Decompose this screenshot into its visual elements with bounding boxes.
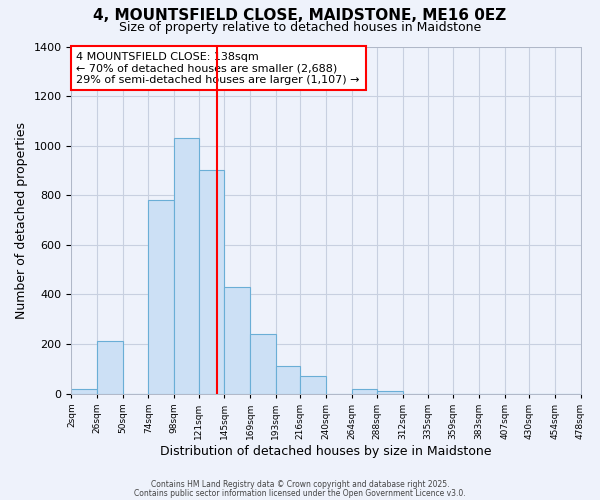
Bar xyxy=(97,342,123,394)
Bar xyxy=(148,200,174,394)
Bar xyxy=(71,388,97,394)
Bar xyxy=(275,366,300,394)
Text: Size of property relative to detached houses in Maidstone: Size of property relative to detached ho… xyxy=(119,21,481,34)
X-axis label: Distribution of detached houses by size in Maidstone: Distribution of detached houses by size … xyxy=(160,444,492,458)
Bar xyxy=(224,287,250,394)
Text: 4, MOUNTSFIELD CLOSE, MAIDSTONE, ME16 0EZ: 4, MOUNTSFIELD CLOSE, MAIDSTONE, ME16 0E… xyxy=(94,8,506,22)
Bar xyxy=(352,388,377,394)
Text: Contains HM Land Registry data © Crown copyright and database right 2025.: Contains HM Land Registry data © Crown c… xyxy=(151,480,449,489)
Text: 4 MOUNTSFIELD CLOSE: 138sqm
← 70% of detached houses are smaller (2,688)
29% of : 4 MOUNTSFIELD CLOSE: 138sqm ← 70% of det… xyxy=(76,52,360,85)
Bar xyxy=(300,376,326,394)
Bar xyxy=(377,391,403,394)
Bar xyxy=(250,334,275,394)
Y-axis label: Number of detached properties: Number of detached properties xyxy=(15,122,28,318)
Text: Contains public sector information licensed under the Open Government Licence v3: Contains public sector information licen… xyxy=(134,488,466,498)
Bar xyxy=(199,170,224,394)
Bar xyxy=(174,138,199,394)
